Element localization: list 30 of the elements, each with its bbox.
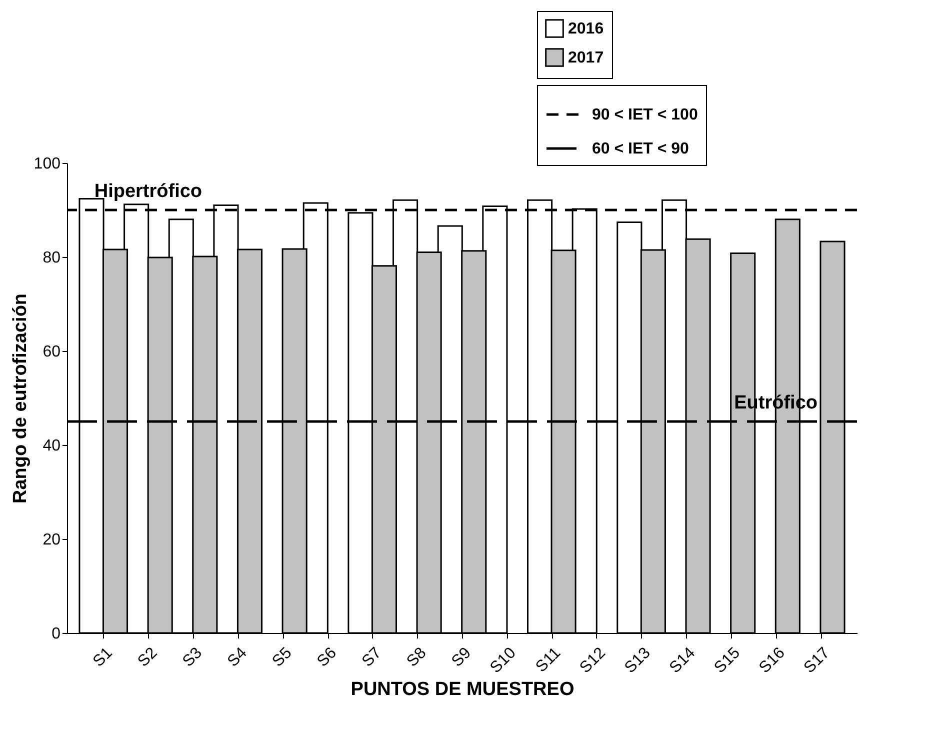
legend-label: 60 < IET < 90 [592,140,690,158]
x-tick-label: S5 [269,644,296,670]
y-tick-label: 0 [52,626,61,642]
x-tick-label: S2 [134,644,161,670]
legend-label: 2017 [568,50,604,66]
y-tick-label: 100 [34,156,61,172]
x-axis-title: PUNTOS DE MUESTREO [350,678,574,700]
x-tick-label: S7 [359,644,385,670]
x-tick-label: S11 [532,644,564,676]
x-tick-label: S6 [314,644,340,670]
x-tick-label: S1 [90,644,116,670]
x-tick-label: S8 [404,644,430,670]
x-tick-label: S12 [576,644,610,677]
y-axis-title: Rango de eutrofización [10,293,31,504]
x-tick-label: S10 [487,644,520,677]
legend-label: 2016 [568,20,604,38]
x-tick-label: S15 [711,644,744,677]
x-tick-label: S17 [800,644,834,677]
y-tick-label: 40 [42,438,61,454]
x-tick-label: S3 [180,644,206,670]
x-tick-label: S16 [756,644,788,677]
y-tick-label: 80 [42,250,61,266]
x-tick-label: S14 [666,644,699,677]
y-tick-label: 20 [42,532,61,548]
x-tick-label: S9 [448,644,475,670]
legend-label: 90 < IET < 100 [592,106,698,124]
x-tick-label: S13 [622,644,654,677]
annotation: Hipertrófico [94,181,202,202]
x-tick-label: S4 [224,644,250,670]
y-tick-label: 60 [42,344,61,360]
